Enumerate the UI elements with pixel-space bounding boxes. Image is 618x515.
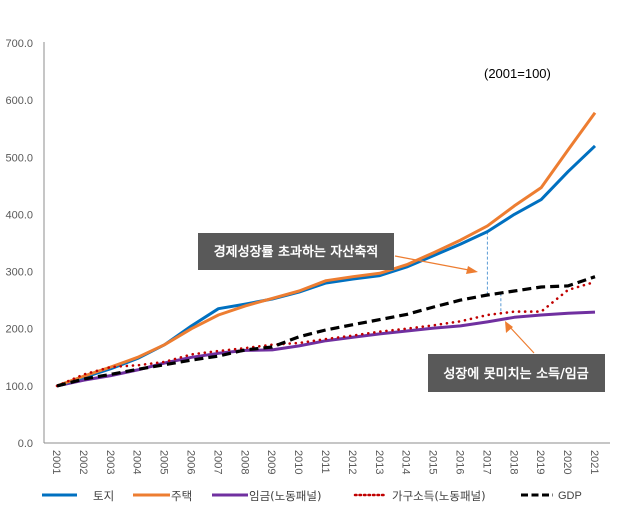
x-tick-label: 2013 — [373, 450, 385, 474]
annotation-arrow — [507, 324, 535, 354]
legend-item-wage: 임금(노동패널) — [212, 489, 321, 503]
x-tick-labels: 2001 2002 2003 2004 2005 2006 2007 2008 2009 2010… — [50, 450, 600, 474]
x-tick-label: 2018 — [507, 450, 519, 474]
x-tick-label: 2009 — [265, 450, 277, 474]
y-tick-labels: 0.0 100.0 200.0 300.0 400.0 500.0 600.0 700.0 — [5, 38, 33, 450]
annotation-text: 성장에 못미치는 소득/임금 — [443, 366, 588, 382]
x-tick-label: 2004 — [131, 450, 143, 474]
legend-label: 주택 — [171, 489, 192, 503]
x-tick-label: 2007 — [211, 450, 223, 474]
x-tick-label: 2005 — [158, 450, 170, 474]
x-tick-label: 2003 — [104, 450, 116, 474]
y-tick-label: 400.0 — [5, 209, 33, 221]
annotation-text: 경제성장률 초과하는 자산축적 — [214, 244, 379, 260]
x-tick-label: 2020 — [561, 450, 573, 474]
base-year-note: (2001=100) — [484, 66, 551, 81]
x-tick-label: 2008 — [238, 450, 250, 474]
annotation-box — [198, 233, 394, 270]
x-tick-label: 2006 — [185, 450, 197, 474]
legend-item-housing: 주택 — [133, 489, 192, 503]
x-tick-label: 2014 — [400, 450, 412, 474]
x-tick-label: 2011 — [319, 450, 331, 474]
legend-item-gdp: GDP — [521, 490, 582, 502]
y-tick-label: 700.0 — [5, 38, 33, 50]
annotation-arrow — [394, 255, 475, 272]
legend-label: 토지 — [93, 489, 114, 503]
series-line-housing — [56, 111, 597, 388]
legend-label: 임금(노동패널) — [249, 489, 321, 503]
x-tick-label: 2016 — [454, 450, 466, 474]
guide-lines — [486, 231, 502, 314]
y-tick-label: 300.0 — [5, 267, 33, 279]
arrow-head-icon — [505, 321, 513, 333]
x-tick-label: 2017 — [480, 450, 492, 474]
x-tick-label: 2001 — [50, 450, 62, 474]
annotation-asset-accumulation: 경제성장률 초과하는 자산축적 — [198, 233, 478, 274]
x-tick-label: 2019 — [534, 450, 546, 474]
x-tick-label: 2021 — [588, 450, 600, 474]
legend-item-household-income: 가구소득(노동패널) — [353, 489, 486, 503]
annotation-income-wage: 성장에 못미치는 소득/임금 — [428, 321, 605, 392]
x-tick-label: 2015 — [427, 450, 439, 474]
series-line-gdp — [56, 275, 596, 388]
legend: 토지 주택 임금(노동패널) 가구소득(노동패널) GDP — [42, 489, 582, 503]
y-tick-label: 200.0 — [5, 324, 33, 336]
legend-label: GDP — [558, 490, 582, 502]
y-tick-label: 500.0 — [5, 152, 33, 164]
legend-item-land: 토지 — [42, 489, 114, 503]
legend-label: 가구소득(노동패널) — [392, 489, 486, 503]
axes — [43, 42, 610, 444]
arrow-head-icon — [466, 266, 478, 274]
annotation-box — [428, 354, 605, 392]
y-tick-label: 100.0 — [5, 381, 33, 393]
x-tick-label: 2012 — [346, 450, 358, 474]
series-line-household-income — [55, 280, 597, 388]
y-tick-label: 600.0 — [5, 95, 33, 107]
series-lines — [55, 111, 597, 388]
x-tick-label: 2010 — [292, 450, 304, 474]
y-tick-label: 0.0 — [18, 438, 33, 450]
x-tick-label: 2002 — [77, 450, 89, 474]
